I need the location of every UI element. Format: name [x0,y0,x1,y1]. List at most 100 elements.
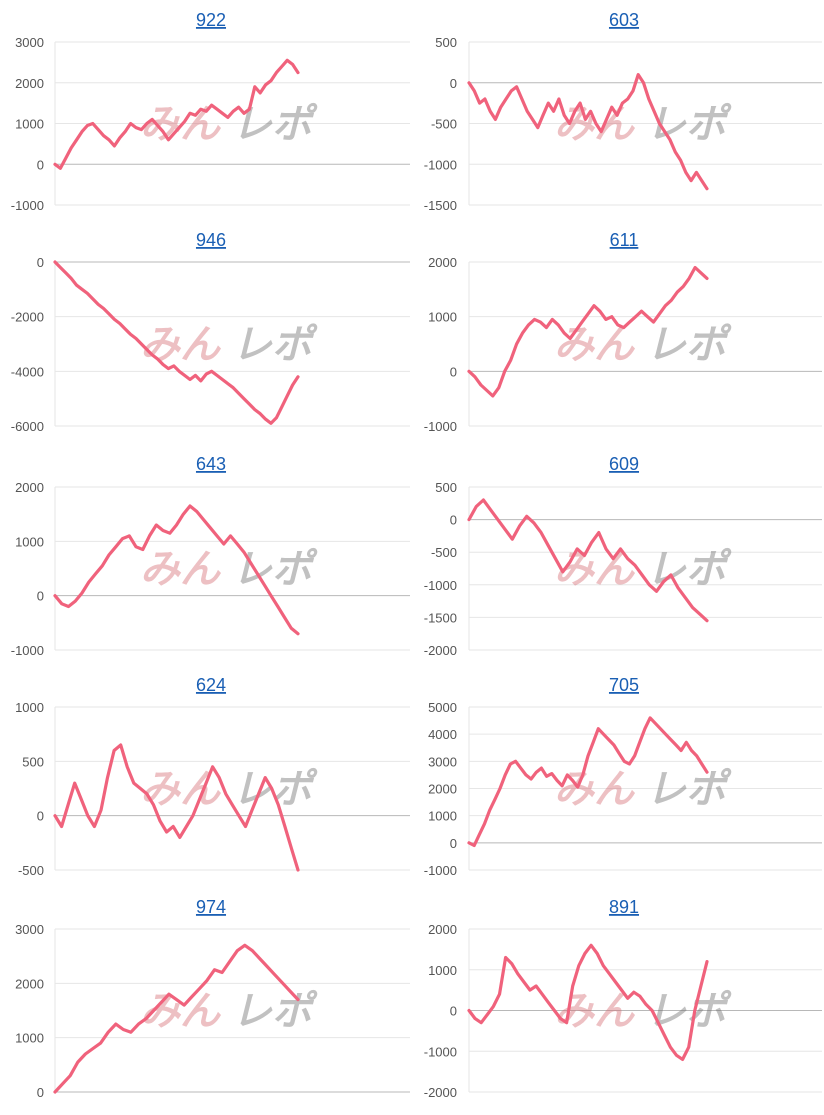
watermark-text-red: みん [554,548,636,592]
y-tick-label: -2000 [11,310,44,325]
chart-panel-705: 705 5000 4000 3000 2000 1000 0 -1000 みん レポ [424,675,822,878]
y-tick-label: -500 [18,863,44,878]
y-tick-label: -1000 [11,198,44,213]
watermark-text-gray: レポ [646,323,732,367]
y-tick-label: 500 [435,480,457,495]
y-tick-label: 2000 [15,76,44,91]
chart-title[interactable]: 922 [196,10,226,30]
series-line [53,504,300,636]
y-tick-label: 0 [37,589,44,604]
series-line [467,72,709,191]
y-tick-label: 1000 [428,809,457,824]
y-tick-label: 1000 [428,963,457,978]
series-line [467,716,709,848]
y-tick-label: -1000 [424,863,457,878]
y-tick-label: 2000 [428,255,457,270]
chart-panel-922: 922 3000 2000 1000 0 -1000 みん レポ [11,10,410,213]
y-tick-label: -1000 [11,643,44,658]
y-tick-label: 0 [450,1004,457,1019]
watermark-logo: みん レポ [554,323,732,367]
series-line [467,498,709,623]
y-tick-label: -1000 [424,419,457,434]
series-line [53,58,300,170]
y-tick-label: -6000 [11,419,44,434]
y-tick-label: 0 [450,76,457,91]
y-tick-label: 0 [450,513,457,528]
y-tick-label: 0 [37,1085,44,1100]
chart-title[interactable]: 974 [196,897,226,917]
watermark-text-gray: レポ [646,768,732,812]
watermark-logo: みん レポ [140,323,318,367]
y-tick-label: 1000 [15,1031,44,1046]
chart-title[interactable]: 946 [196,230,226,250]
y-tick-label: 500 [22,754,44,769]
y-tick-label: 2000 [15,976,44,991]
y-tick-label: 0 [37,809,44,824]
series-line [53,743,300,872]
watermark-logo: みん レポ [554,548,732,592]
watermark-text-gray: レポ [232,768,318,812]
y-tick-label: -500 [431,117,457,132]
watermark-logo: みん レポ [554,990,732,1034]
y-tick-label: 3000 [15,35,44,50]
y-tick-label: -1000 [424,578,457,593]
y-tick-label: 0 [450,364,457,379]
chart-panel-603: 603 500 0 -500 -1000 -1500 みん レポ [424,10,822,213]
y-tick-label: -1000 [424,1044,457,1059]
y-tick-label: -1000 [424,157,457,172]
watermark-logo: みん レポ [140,548,318,592]
series-line [467,265,709,398]
y-tick-label: 0 [37,255,44,270]
watermark-text-gray: レポ [232,990,318,1034]
y-tick-label: -2000 [424,643,457,658]
watermark-text-red: みん [140,323,222,367]
y-tick-label: 2000 [15,480,44,495]
watermark-text-red: みん [140,548,222,592]
chart-panel-609: 609 500 0 -500 -1000 -1500 -2000 みん レポ [424,454,822,658]
watermark-text-red: みん [554,323,636,367]
y-tick-label: 500 [435,35,457,50]
chart-title[interactable]: 643 [196,454,226,474]
watermark-text-gray: レポ [646,548,732,592]
y-tick-label: 3000 [428,754,457,769]
y-tick-label: 1000 [15,534,44,549]
y-tick-label: 1000 [428,310,457,325]
y-tick-label: 1000 [15,700,44,715]
watermark-logo: みん レポ [140,768,318,812]
chart-panel-611: 611 2000 1000 0 -1000 みん レポ [424,230,822,434]
series-line [53,260,300,425]
y-tick-label: 2000 [428,782,457,797]
y-tick-label: 5000 [428,700,457,715]
chart-title[interactable]: 611 [610,230,639,250]
y-tick-label: -4000 [11,364,44,379]
series-line [53,943,300,1094]
chart-title[interactable]: 891 [609,897,639,917]
watermark-logo: みん レポ [554,768,732,812]
y-tick-label: 3000 [15,922,44,937]
chart-panel-624: 624 1000 500 0 -500 みん レポ [15,675,410,878]
watermark-text-gray: レポ [232,103,318,147]
y-tick-label: -500 [431,545,457,560]
chart-title[interactable]: 705 [609,675,639,695]
chart-title[interactable]: 603 [609,10,639,30]
chart-title[interactable]: 609 [609,454,639,474]
chart-panel-946: 946 0 -2000 -4000 -6000 みん レポ [11,230,410,434]
chart-title[interactable]: 624 [196,675,226,695]
watermark-text-gray: レポ [232,323,318,367]
y-tick-label: 1000 [15,117,44,132]
y-tick-label: -2000 [424,1085,457,1100]
chart-panel-643: 643 2000 1000 0 -1000 みん レポ [11,454,410,658]
y-tick-label: 0 [450,836,457,851]
chart-panel-891: 891 2000 1000 0 -1000 -2000 みん レポ [424,897,822,1100]
watermark-logo: みん レポ [554,103,732,147]
y-tick-label: -1500 [424,198,457,213]
y-tick-label: 2000 [428,922,457,937]
watermark-text-red: みん [554,990,636,1034]
y-tick-label: 0 [37,157,44,172]
y-tick-label: 4000 [428,727,457,742]
series-line [467,943,709,1062]
watermark-logo: みん レポ [140,103,318,147]
y-tick-label: -1500 [424,610,457,625]
